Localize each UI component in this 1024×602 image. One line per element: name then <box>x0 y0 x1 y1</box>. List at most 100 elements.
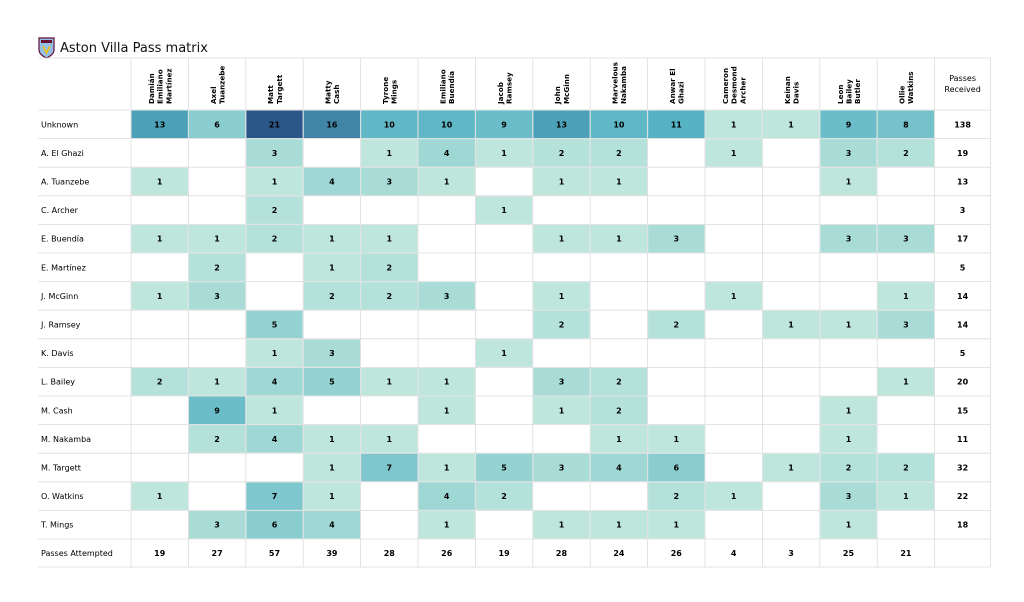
heatmap-cell <box>303 110 361 139</box>
column-header-label: Tuanzebe <box>217 66 226 104</box>
cell-value-label: 1 <box>157 492 163 501</box>
cell-value-label: 1 <box>731 149 737 158</box>
heatmap-cell <box>303 367 361 396</box>
column-header-label: Matty <box>324 80 333 104</box>
cell-value-label: 3 <box>214 292 220 301</box>
heatmap-cell <box>303 167 361 196</box>
cell-value-label: 3 <box>846 149 852 158</box>
column-header-label: Buendía <box>447 71 456 104</box>
passes-attempted-value: 21 <box>900 549 912 558</box>
heatmap-cell <box>418 282 475 310</box>
cell-value-label: 1 <box>788 120 794 129</box>
cell-value-label: 2 <box>272 206 278 215</box>
cell-value-label: 1 <box>444 464 450 473</box>
cell-value-label: 9 <box>846 120 852 129</box>
cell-value-label: 1 <box>674 435 680 444</box>
heatmap-cell <box>533 282 590 310</box>
heatmap-cell <box>475 110 533 139</box>
heatmap-cell <box>648 510 705 539</box>
cell-value-label: 2 <box>272 235 278 244</box>
heatmap-cell <box>418 139 475 167</box>
heatmap-cell <box>648 224 705 253</box>
heatmap-cell <box>877 453 935 482</box>
passes-attempted-value: 25 <box>843 549 855 558</box>
heatmap-cell <box>820 224 877 253</box>
cell-value-label: 1 <box>329 435 335 444</box>
column-header-label: Matt <box>266 85 275 104</box>
heatmap-cell <box>820 167 877 196</box>
cell-value-label: 3 <box>329 349 335 358</box>
heatmap-cell <box>131 367 188 396</box>
cell-value-label: 10 <box>613 120 625 129</box>
cell-value-label: 4 <box>444 149 450 158</box>
heatmap-cell <box>590 425 648 453</box>
cell-value-label: 1 <box>387 435 393 444</box>
passes-attempted-value: 19 <box>154 549 166 558</box>
cell-value-label: 1 <box>272 349 278 358</box>
cell-value-label: 5 <box>329 378 335 387</box>
column-header-label: Tyrone <box>381 77 390 104</box>
cell-value-label: 1 <box>846 178 852 187</box>
cell-value-label: 3 <box>903 321 909 330</box>
passes-received-header: Passes <box>949 74 976 83</box>
passes-received-value: 138 <box>954 120 971 129</box>
column-header-label: Jacob <box>496 82 505 105</box>
passes-received-value: 14 <box>957 292 969 301</box>
passes-attempted-value: 26 <box>441 549 453 558</box>
heatmap-cell <box>475 139 533 167</box>
passes-received-value: 5 <box>960 349 966 358</box>
heatmap-cell <box>877 282 935 310</box>
cell-value-label: 1 <box>387 149 393 158</box>
heatmap-cell <box>303 339 361 367</box>
column-header-label: Archer <box>738 77 747 104</box>
heatmap-cell <box>590 110 648 139</box>
column-header-label: Leon <box>836 84 845 104</box>
heatmap-cell <box>303 482 361 510</box>
heatmap-cell <box>361 282 418 310</box>
passes-attempted-value: 3 <box>788 549 794 558</box>
cell-value-label: 1 <box>329 464 335 473</box>
cell-value-label: 4 <box>444 492 450 501</box>
heatmap-cell <box>820 110 877 139</box>
heatmap-cell <box>648 110 705 139</box>
cell-value-label: 1 <box>501 149 507 158</box>
column-header-label: Ollie <box>898 85 907 104</box>
heatmap-cell <box>303 510 361 539</box>
cell-value-label: 2 <box>616 149 622 158</box>
heatmap-cell <box>361 253 418 282</box>
column-header-label: Davis <box>791 82 800 104</box>
heatmap-cell <box>188 367 246 396</box>
heatmap-cell <box>303 453 361 482</box>
cell-value-label: 11 <box>671 120 683 129</box>
cell-value-label: 3 <box>674 235 680 244</box>
cell-value-label: 1 <box>616 178 622 187</box>
cell-value-label: 3 <box>846 235 852 244</box>
cell-value-label: 1 <box>559 292 565 301</box>
row-label: K. Davis <box>41 349 74 358</box>
cell-value-label: 1 <box>157 235 163 244</box>
cell-value-label: 2 <box>559 149 565 158</box>
heatmap-cell <box>877 482 935 510</box>
row-label: A. El Ghazi <box>41 149 84 158</box>
row-label: J. Ramsey <box>40 321 81 330</box>
heatmap-cell <box>131 167 188 196</box>
cell-value-label: 3 <box>387 178 393 187</box>
cell-value-label: 1 <box>731 492 737 501</box>
passes-attempted-value: 28 <box>556 549 568 558</box>
heatmap-cell <box>361 167 418 196</box>
heatmap-cell <box>820 482 877 510</box>
heatmap-cell <box>188 110 246 139</box>
cell-value-label: 4 <box>272 378 278 387</box>
heatmap-cell <box>820 139 877 167</box>
heatmap-cell <box>361 110 418 139</box>
heatmap-cell <box>820 396 877 425</box>
cell-value-label: 3 <box>903 235 909 244</box>
heatmap-cell <box>820 453 877 482</box>
heatmap-cell <box>877 367 935 396</box>
heatmap-cell <box>361 453 418 482</box>
cell-value-label: 9 <box>214 406 220 415</box>
heatmap-cell <box>418 453 475 482</box>
cell-value-label: 1 <box>214 235 220 244</box>
passes-attempted-value: 28 <box>384 549 396 558</box>
column-header-label: Desmond <box>730 66 739 104</box>
